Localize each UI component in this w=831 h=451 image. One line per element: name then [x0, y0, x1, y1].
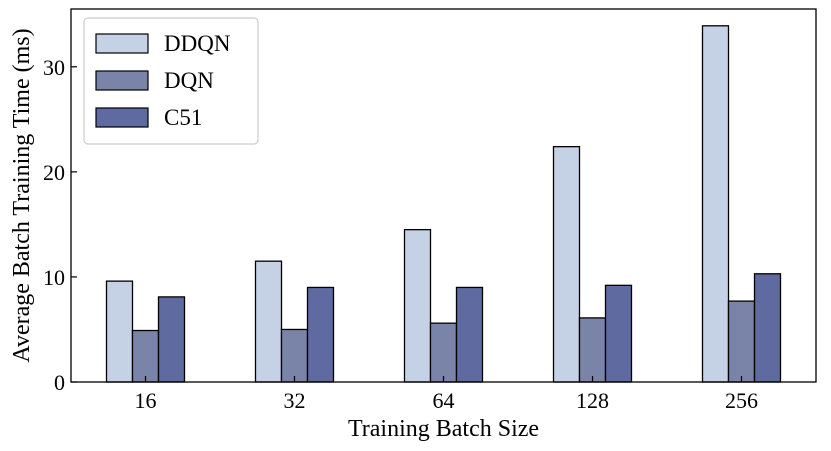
y-axis-title: Average Batch Training Time (ms) [9, 28, 35, 362]
bar-c51-32 [306, 286, 335, 383]
bar-ddqn-16 [105, 280, 134, 383]
y-tick-label: 30 [43, 55, 65, 80]
bar-c51-64 [455, 286, 484, 383]
bar-c51-256 [753, 273, 782, 383]
bar-dqn-32 [280, 328, 309, 383]
y-tick-label: 0 [54, 370, 65, 395]
bar-dqn-16 [131, 329, 160, 383]
bar-c51-16 [157, 296, 186, 383]
bar-dqn-128 [578, 317, 607, 383]
y-axis-ticks: 0 10 20 30 [43, 55, 77, 395]
legend-label-ddqn: DDQN [164, 31, 231, 56]
x-tick-label: 128 [576, 388, 609, 413]
x-tick-label: 16 [135, 388, 157, 413]
x-axis-ticks: 16 32 64 128 256 [135, 376, 758, 413]
x-axis-title: Training Batch Size [348, 416, 539, 442]
x-tick-label: 32 [284, 388, 306, 413]
x-tick-label: 64 [433, 388, 455, 413]
legend: DDQN DQN C51 [83, 17, 259, 145]
bar-ddqn-32 [254, 260, 283, 383]
legend-label-dqn: DQN [164, 68, 214, 93]
bar-ddqn-64 [403, 228, 432, 383]
legend-swatch-ddqn [95, 33, 149, 54]
x-tick-label: 256 [725, 388, 758, 413]
bar-ddqn-128 [552, 145, 581, 383]
legend-label-c51: C51 [164, 105, 202, 130]
bar-c51-128 [604, 284, 633, 383]
bar-dqn-64 [429, 322, 458, 383]
bar-dqn-256 [727, 300, 756, 383]
y-tick-label: 10 [43, 265, 65, 290]
bar-ddqn-256 [701, 25, 730, 383]
legend-swatch-dqn [95, 70, 149, 91]
y-tick-label: 20 [43, 160, 65, 185]
legend-swatch-c51 [95, 107, 149, 128]
bars-layer [105, 25, 782, 383]
